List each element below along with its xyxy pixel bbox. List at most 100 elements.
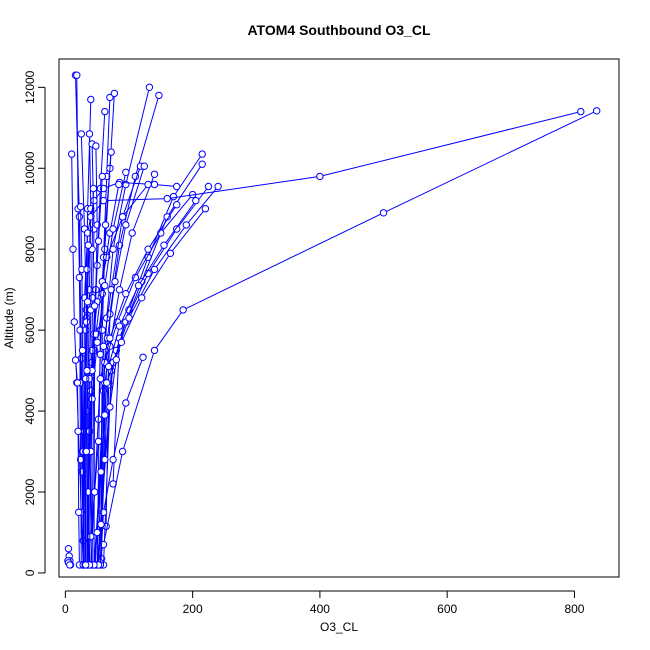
data-point xyxy=(150,346,159,355)
series-segment xyxy=(77,431,80,513)
series-segment xyxy=(125,166,145,226)
data-point xyxy=(150,180,159,189)
data-point xyxy=(77,130,86,138)
series-segment xyxy=(77,382,79,432)
data-point xyxy=(112,356,121,364)
series-segment xyxy=(108,325,120,367)
data-point xyxy=(110,89,119,98)
series-segment xyxy=(85,370,88,452)
series-segment xyxy=(104,406,111,460)
data-point xyxy=(98,326,107,334)
data-point xyxy=(83,298,92,306)
data-point xyxy=(107,148,115,156)
data-point xyxy=(101,411,109,419)
data-point xyxy=(96,350,105,359)
series-segment xyxy=(90,370,93,452)
data-point xyxy=(71,356,80,364)
data-point xyxy=(76,203,85,211)
data-point xyxy=(76,455,85,464)
series-segment xyxy=(109,184,120,234)
series-segment xyxy=(119,285,139,327)
chart-title: ATOM4 Southbound O3_CL xyxy=(247,22,430,38)
data-point xyxy=(122,290,130,298)
series-segment xyxy=(138,244,165,286)
series-segment xyxy=(90,249,93,310)
data-point xyxy=(145,83,154,92)
series-segment xyxy=(122,184,149,218)
y-tick-label: 2000 xyxy=(23,478,37,505)
data-point xyxy=(106,93,114,102)
series-segment xyxy=(106,281,116,339)
data-point xyxy=(106,334,114,342)
data-point xyxy=(99,342,108,350)
series-segment xyxy=(122,350,155,452)
data-point xyxy=(64,545,73,553)
series-44 xyxy=(64,557,74,569)
series-segment xyxy=(94,241,99,306)
data-point xyxy=(87,532,95,541)
data-point xyxy=(92,142,100,150)
data-point xyxy=(90,302,99,310)
x-tick-label: 0 xyxy=(62,602,69,616)
series-segment xyxy=(120,297,143,343)
data-point xyxy=(83,366,91,375)
series-segment xyxy=(104,228,114,286)
series-segment xyxy=(72,249,75,323)
data-point xyxy=(155,91,163,100)
x-tick-label: 600 xyxy=(437,602,457,616)
data-point xyxy=(94,437,103,446)
series-segment xyxy=(81,269,83,351)
series-segment xyxy=(78,512,80,565)
data-point xyxy=(379,209,388,217)
series-segment xyxy=(103,198,168,202)
data-point xyxy=(101,281,109,290)
data-point xyxy=(179,306,187,314)
data-point xyxy=(109,455,117,464)
series-segment xyxy=(85,451,87,565)
data-point xyxy=(75,213,84,221)
data-point xyxy=(214,182,222,191)
series-segment xyxy=(167,175,320,200)
data-point xyxy=(66,561,74,569)
y-tick-label: 0 xyxy=(23,569,37,576)
series-segment xyxy=(134,232,162,278)
series-segment xyxy=(79,382,82,460)
series-segment xyxy=(166,163,203,218)
data-point xyxy=(101,455,109,464)
data-point xyxy=(97,520,105,529)
data-point xyxy=(98,172,107,181)
series-segment xyxy=(75,360,78,383)
series-segment xyxy=(154,309,184,351)
data-point xyxy=(144,245,152,253)
y-tick-label: 8000 xyxy=(23,236,37,263)
x-tick-label: 800 xyxy=(564,602,584,616)
data-point xyxy=(69,245,77,253)
series-segment xyxy=(103,459,114,513)
data-point xyxy=(75,508,83,516)
series-segment xyxy=(125,357,144,404)
data-point xyxy=(169,192,178,201)
data-point xyxy=(593,107,601,115)
data-point xyxy=(134,281,143,290)
data-point xyxy=(163,194,171,203)
data-point xyxy=(90,196,98,205)
series-segment xyxy=(89,309,92,379)
series-segment xyxy=(154,184,177,187)
series-segment xyxy=(99,338,111,379)
data-point xyxy=(150,265,159,274)
series-segment xyxy=(86,370,89,565)
data-point xyxy=(92,330,100,338)
series-32 xyxy=(96,353,147,569)
series-segment xyxy=(84,451,87,565)
data-point xyxy=(138,294,146,302)
series-segment xyxy=(185,186,219,226)
series-segment xyxy=(85,269,88,323)
data-point xyxy=(122,399,130,407)
series-segment xyxy=(104,321,118,363)
series-segment xyxy=(82,350,84,452)
data-point xyxy=(103,379,111,387)
series-segment xyxy=(80,133,85,230)
data-point xyxy=(83,265,91,274)
data-point xyxy=(198,150,206,158)
